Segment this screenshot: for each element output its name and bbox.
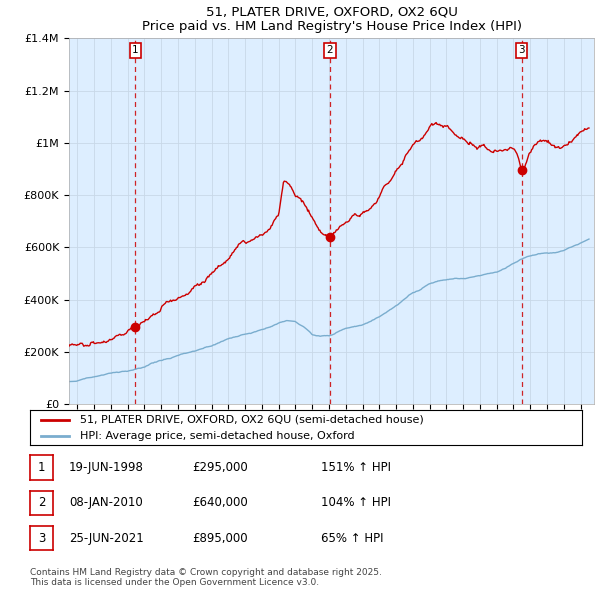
Text: £295,000: £295,000 [192,461,248,474]
Text: 2: 2 [326,45,333,55]
Text: 08-JAN-2010: 08-JAN-2010 [69,496,143,510]
Text: 151% ↑ HPI: 151% ↑ HPI [321,461,391,474]
Title: 51, PLATER DRIVE, OXFORD, OX2 6QU
Price paid vs. HM Land Registry's House Price : 51, PLATER DRIVE, OXFORD, OX2 6QU Price … [142,5,521,33]
Text: 1: 1 [132,45,139,55]
Text: 65% ↑ HPI: 65% ↑ HPI [321,532,383,545]
Text: 19-JUN-1998: 19-JUN-1998 [69,461,144,474]
Text: HPI: Average price, semi-detached house, Oxford: HPI: Average price, semi-detached house,… [80,431,355,441]
Text: 3: 3 [518,45,525,55]
Text: 25-JUN-2021: 25-JUN-2021 [69,532,144,545]
Text: 51, PLATER DRIVE, OXFORD, OX2 6QU (semi-detached house): 51, PLATER DRIVE, OXFORD, OX2 6QU (semi-… [80,415,424,425]
Text: 104% ↑ HPI: 104% ↑ HPI [321,496,391,510]
Text: 1: 1 [38,461,45,474]
Text: £895,000: £895,000 [192,532,248,545]
Text: £640,000: £640,000 [192,496,248,510]
Text: 3: 3 [38,532,45,545]
Text: 2: 2 [38,496,45,510]
Text: Contains HM Land Registry data © Crown copyright and database right 2025.
This d: Contains HM Land Registry data © Crown c… [30,568,382,587]
